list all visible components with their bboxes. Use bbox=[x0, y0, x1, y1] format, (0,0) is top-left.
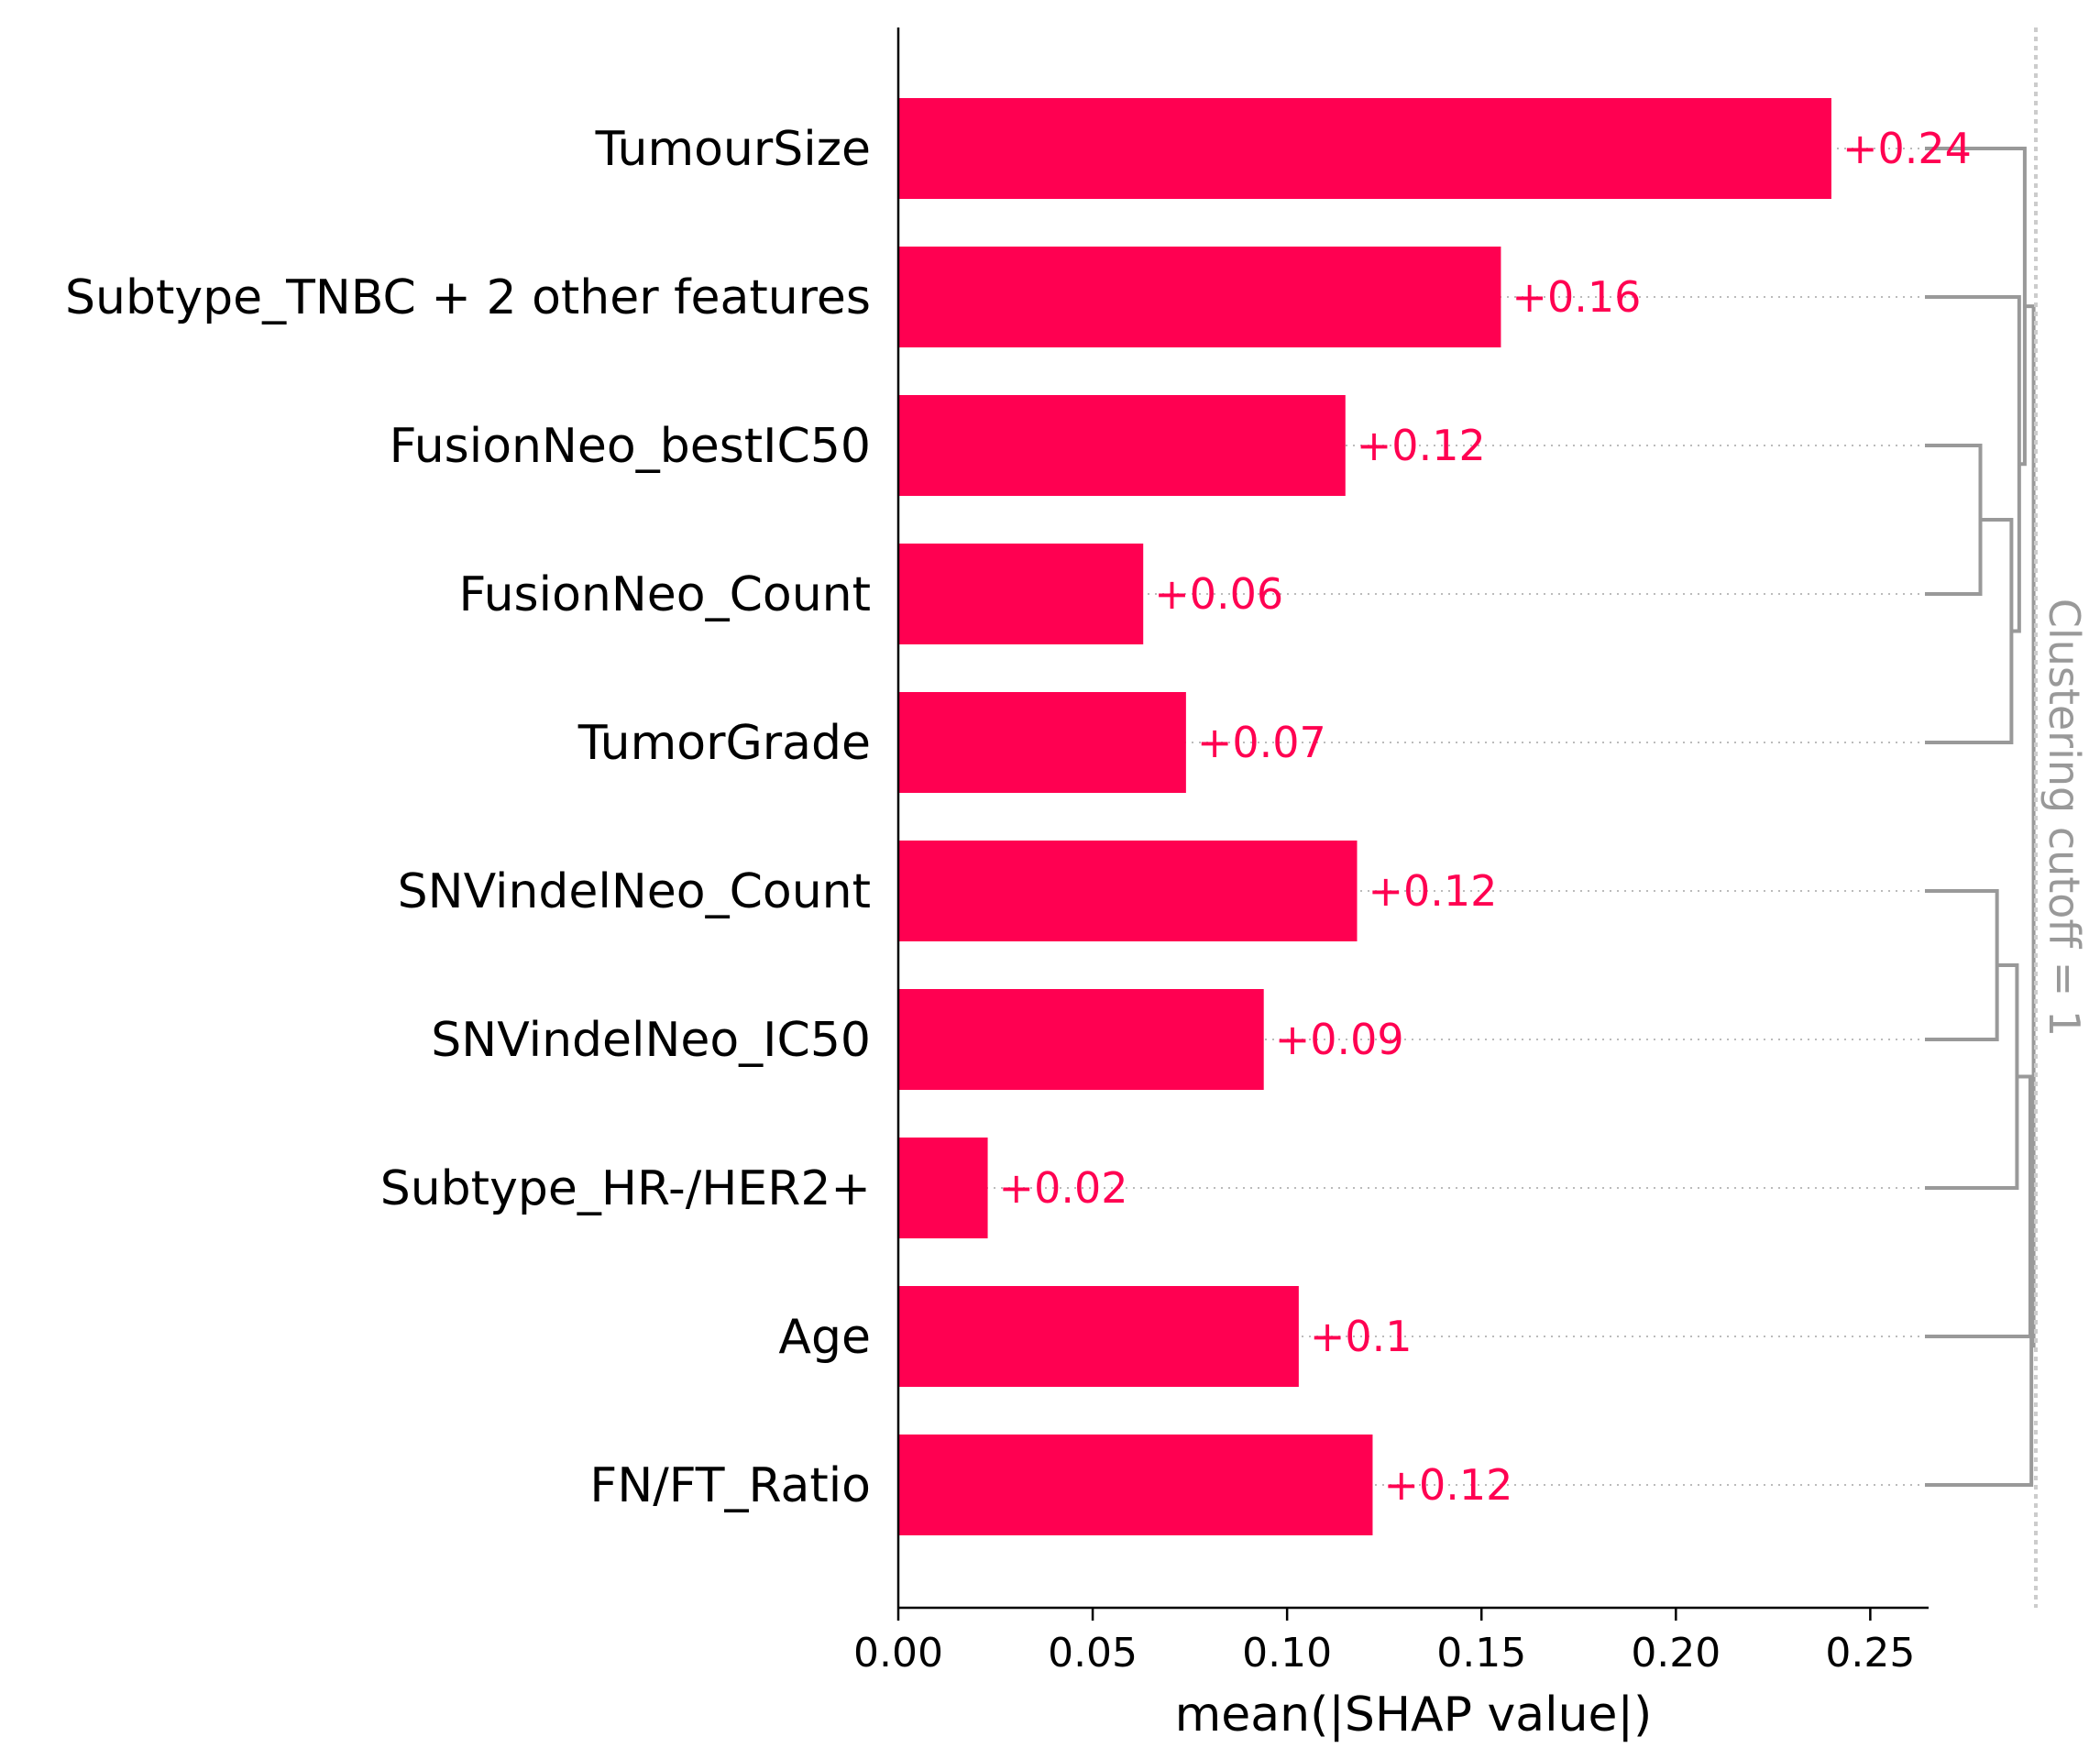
feature-label: Subtype_TNBC + 2 other features bbox=[65, 270, 871, 325]
x-tick-label: 0.20 bbox=[1631, 1630, 1721, 1677]
x-axis-title: mean(|SHAP value|) bbox=[1175, 1688, 1653, 1743]
x-tick-label: 0.25 bbox=[1825, 1630, 1915, 1677]
value-label: +0.16 bbox=[1512, 272, 1641, 322]
feature-label: Age bbox=[778, 1310, 871, 1365]
value-label: +0.07 bbox=[1197, 718, 1326, 767]
bar bbox=[898, 1286, 1299, 1387]
bar bbox=[898, 1435, 1373, 1535]
clustering-cutoff-label: Clustering cutoff = 1 bbox=[2040, 599, 2089, 1037]
value-label: +0.12 bbox=[1357, 421, 1486, 470]
dendrogram-link bbox=[1925, 1204, 2034, 1487]
feature-label: Subtype_HR-/HER2+ bbox=[380, 1161, 871, 1216]
value-label: +0.1 bbox=[1310, 1312, 1413, 1361]
value-label: +0.09 bbox=[1275, 1015, 1404, 1064]
feature-label: FusionNeo_bestIC50 bbox=[390, 419, 871, 474]
feature-label: FusionNeo_Count bbox=[459, 567, 871, 622]
bar bbox=[898, 98, 1831, 199]
feature-labels: TumourSize Subtype_TNBC + 2 other feature… bbox=[65, 122, 871, 1513]
bar bbox=[898, 692, 1186, 793]
dendrogram-link bbox=[1925, 963, 2019, 1190]
value-label: +0.06 bbox=[1154, 569, 1283, 619]
x-axis-ticks: 0.00 0.05 0.10 0.15 0.20 0.25 bbox=[853, 1608, 1915, 1677]
value-label: +0.12 bbox=[1383, 1460, 1512, 1510]
dendrogram-link bbox=[1925, 147, 2027, 467]
feature-label: FN/FT_Ratio bbox=[589, 1458, 871, 1513]
bars bbox=[898, 98, 1831, 1535]
x-tick-label: 0.05 bbox=[1048, 1630, 1138, 1677]
feature-label: TumorGrade bbox=[577, 716, 871, 771]
feature-label: TumourSize bbox=[595, 122, 871, 177]
feature-label: SNVindelNeo_IC50 bbox=[431, 1013, 871, 1068]
x-tick-label: 0.00 bbox=[853, 1630, 943, 1677]
dendrogram-link bbox=[1925, 889, 1999, 1041]
feature-label: SNVindelNeo_Count bbox=[398, 864, 871, 919]
bar bbox=[898, 841, 1358, 941]
bar bbox=[898, 247, 1501, 347]
bar bbox=[898, 989, 1264, 1090]
value-label: +0.02 bbox=[999, 1163, 1128, 1213]
x-tick-label: 0.10 bbox=[1242, 1630, 1332, 1677]
dendrogram-link bbox=[1925, 295, 2021, 633]
cluster-dendrogram bbox=[1925, 147, 2036, 1487]
row-guide-lines bbox=[898, 148, 1925, 1486]
bar bbox=[898, 395, 1346, 496]
bar bbox=[898, 1138, 988, 1238]
dendrogram-link bbox=[1925, 444, 1983, 596]
x-tick-label: 0.15 bbox=[1436, 1630, 1526, 1677]
bar bbox=[898, 544, 1144, 644]
value-label: +0.12 bbox=[1368, 866, 1497, 916]
dendrogram-link bbox=[2024, 304, 2036, 1348]
value-labels: +0.24 +0.16 +0.12 +0.06 +0.07 +0.12 +0.09 +0.02… bbox=[999, 124, 1972, 1510]
dendrogram-link bbox=[1925, 1074, 2032, 1338]
dendrogram-link bbox=[1925, 518, 2014, 744]
value-label: +0.24 bbox=[1842, 124, 1972, 173]
